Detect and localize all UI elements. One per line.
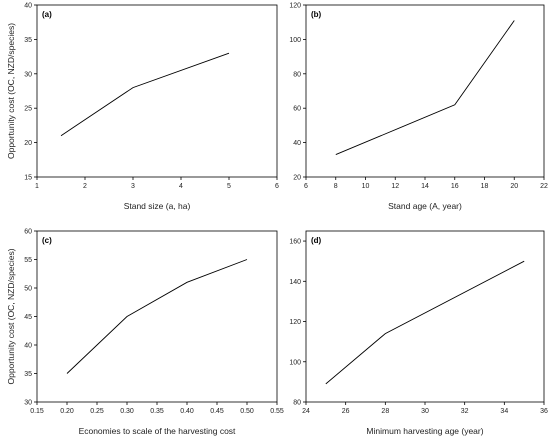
x-tick-label: 22 <box>540 183 548 190</box>
x-tick-label: 8 <box>334 183 338 190</box>
series-line <box>60 52 230 137</box>
y-tick-label: 30 <box>24 400 32 407</box>
x-tick-label: 0.40 <box>180 408 194 415</box>
chart-panel-2: (b) 6 8 10 12 14 16 18 20 22 20 40 60 80 100 120 Stand a… <box>289 3 548 212</box>
x-tick-label: 12 <box>391 183 399 190</box>
x-tick-label: 3 <box>131 183 135 190</box>
x-tick-label: 0.20 <box>60 408 74 415</box>
series-line <box>66 259 248 374</box>
y-tick-label: 30 <box>24 71 32 78</box>
y-tick-label: 60 <box>293 106 301 113</box>
x-tick-label: 0.35 <box>150 408 164 415</box>
y-tick-label: 45 <box>24 314 32 321</box>
x-tick-label: 30 <box>421 408 429 415</box>
y-axis-label: Opportunity cost (OC, NZD/species) <box>6 248 16 384</box>
x-tick-label: 36 <box>540 408 548 415</box>
x-tick-label: 18 <box>481 183 489 190</box>
chart-panel-1: (a) 1 2 3 4 5 6 15 20 25 30 35 40 Stand size (a, ha) O… <box>6 3 279 212</box>
plot-frame <box>305 4 545 178</box>
x-tick-label: 0.55 <box>270 408 284 415</box>
y-tick-label: 120 <box>289 319 301 326</box>
y-tick-label: 140 <box>289 279 301 286</box>
y-tick-label: 40 <box>24 3 32 10</box>
panel-label: (d) <box>311 236 322 245</box>
y-tick-label: 100 <box>289 37 301 44</box>
y-tick-label: 20 <box>293 175 301 182</box>
y-axis-label: Opportunity cost (OC, NZD/species) <box>6 23 16 159</box>
panel-label: (c) <box>42 236 52 245</box>
y-tick-label: 25 <box>24 106 32 113</box>
x-tick-label: 24 <box>302 408 310 415</box>
x-tick-label: 16 <box>451 183 459 190</box>
y-tick-label: 160 <box>289 239 301 246</box>
y-tick-label: 60 <box>24 229 32 236</box>
x-tick-label: 0.15 <box>30 408 44 415</box>
plot-frame <box>36 230 278 403</box>
y-tick-label: 35 <box>24 371 32 378</box>
x-axis-label: Stand size (a, ha) <box>124 201 191 211</box>
x-tick-label: 5 <box>227 183 231 190</box>
y-tick-label: 100 <box>289 359 301 366</box>
x-tick-label: 20 <box>510 183 518 190</box>
y-tick-label: 40 <box>293 140 301 147</box>
panel-label: (a) <box>42 10 52 19</box>
x-tick-label: 4 <box>179 183 183 190</box>
x-tick-label: 0.50 <box>240 408 254 415</box>
y-tick-label: 55 <box>24 257 32 264</box>
y-tick-label: 15 <box>24 175 32 182</box>
y-tick-label: 50 <box>24 286 32 293</box>
plot-frame <box>305 230 545 403</box>
y-tick-label: 80 <box>293 400 301 407</box>
y-tick-label: 20 <box>24 140 32 147</box>
x-tick-label: 28 <box>381 408 389 415</box>
chart-panel-3: (c) 0.15 0.20 0.25 0.30 0.35 0.40 0.45 0.50 0.55 3… <box>6 229 284 437</box>
x-tick-label: 26 <box>342 408 350 415</box>
y-tick-label: 40 <box>24 343 32 350</box>
x-tick-label: 6 <box>275 183 279 190</box>
chart-panel-4: (d) 24 26 28 30 32 34 36 80 100 120 140 160 Minimum h… <box>289 230 548 436</box>
x-tick-label: 34 <box>500 408 508 415</box>
x-tick-label: 32 <box>461 408 469 415</box>
x-tick-label: 10 <box>362 183 370 190</box>
y-tick-label: 120 <box>289 3 301 10</box>
x-tick-label: 2 <box>83 183 87 190</box>
x-tick-label: 0.30 <box>120 408 134 415</box>
series-line <box>325 260 525 385</box>
y-tick-label: 80 <box>293 71 301 78</box>
panel-label: (b) <box>311 10 322 19</box>
x-tick-label: 0.45 <box>210 408 224 415</box>
y-tick-label: 35 <box>24 37 32 44</box>
x-axis-label: Stand age (A, year) <box>388 201 462 211</box>
x-tick-label: 0.25 <box>90 408 104 415</box>
series-line <box>335 20 515 156</box>
plot-frame <box>36 4 278 178</box>
x-tick-label: 1 <box>35 183 39 190</box>
x-axis-label: Economies to scale of the harvesting cos… <box>79 426 236 436</box>
x-tick-label: 14 <box>421 183 429 190</box>
x-axis-label: Minimum harvesting age (year) <box>366 426 483 436</box>
x-tick-label: 6 <box>304 183 308 190</box>
